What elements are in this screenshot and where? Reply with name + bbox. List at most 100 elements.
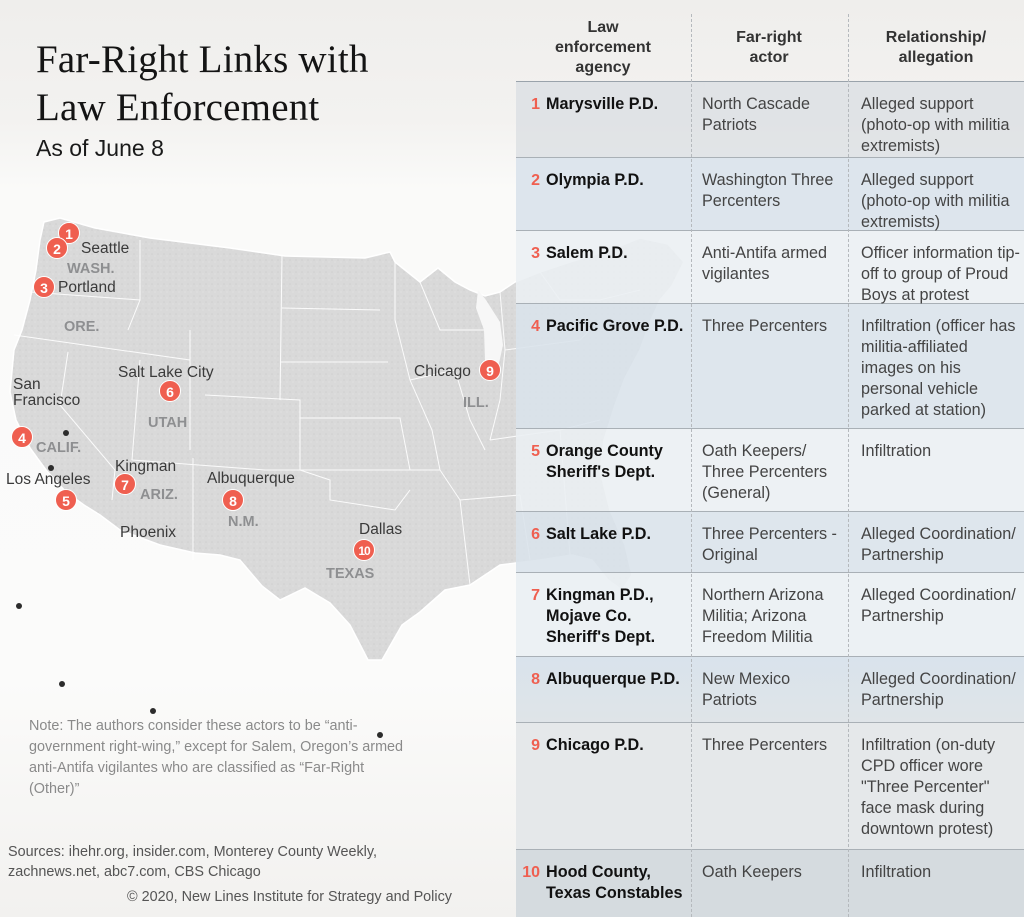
los-angeles-dot: [59, 681, 65, 687]
actor-cell: Northern Arizona Militia; Arizona Freedo…: [702, 586, 824, 646]
data-table: Law enforcement agency Far-right actor R…: [516, 0, 1024, 917]
actor-cell: Three Percenters: [702, 736, 828, 754]
agency-cell: Orange County Sheriff's Dept.: [546, 442, 663, 481]
relationship-cell: Infiltration: [861, 863, 932, 881]
dallas-dot: [377, 732, 383, 738]
column-header-actor: Far-right actor: [736, 28, 802, 66]
relationship-cell: Alleged Coordination/ Partnership: [861, 670, 1016, 709]
note-text: Note: The authors consider these actors …: [29, 718, 404, 797]
city-label-phoenix: Phoenix: [120, 524, 177, 541]
column-header-agency: Law enforcement agency: [554, 18, 652, 76]
table-row: 4 Pacific Grove P.D. Three Percenters In…: [516, 304, 1024, 429]
table-row: 1 Marysville P.D. North Cascade Patriots…: [516, 82, 1024, 158]
relationship-cell: Infiltration: [861, 442, 932, 460]
state-label-nm: N.M.: [228, 514, 259, 530]
agency-cell: Marysville P.D.: [546, 95, 659, 113]
city-label-portland: Portland: [58, 279, 116, 296]
state-label-ariz: ARIZ.: [140, 487, 178, 503]
page-title: Far-Right Links with Law Enforcement: [36, 36, 369, 132]
agency-cell: Salem P.D.: [546, 244, 628, 262]
city-label-san: San: [13, 376, 41, 393]
table-row: 6 Salt Lake P.D. Three Percenters - Orig…: [516, 512, 1024, 573]
map-pin-5: 5: [55, 489, 77, 511]
actor-cell: Oath Keepers/ Three Percenters (General): [702, 442, 828, 502]
map-pin-7: 7: [114, 473, 136, 495]
actor-cell: North Cascade Patriots: [702, 95, 810, 134]
row-number: 1: [531, 96, 540, 113]
portland-dot: [48, 465, 54, 471]
city-label-salt-lake-city: Salt Lake City: [118, 364, 214, 381]
map-pin-3: 3: [33, 276, 55, 298]
agency-cell: Hood County, Texas Constables: [546, 863, 683, 902]
state-label-utah: UTAH: [148, 415, 188, 431]
copyright-text: © 2020, New Lines Institute for Strategy…: [127, 889, 452, 905]
actor-cell: Washington Three Percenters: [702, 171, 834, 210]
city-label-dallas: Dallas: [359, 521, 403, 538]
actor-cell: Three Percenters: [702, 317, 828, 335]
relationship-cell: Alleged support (photo-op with militia e…: [861, 171, 1010, 231]
agency-cell: Olympia P.D.: [546, 171, 644, 189]
city-label-francisco: Francisco: [13, 392, 81, 409]
table-row: 10 Hood County, Texas Constables Oath Ke…: [516, 850, 1024, 917]
row-number: 7: [531, 587, 540, 604]
actor-cell: Oath Keepers: [702, 863, 802, 881]
table-row: 3 Salem P.D. Anti-Antifa armed vigilante…: [516, 231, 1024, 304]
column-divider: [848, 14, 849, 917]
relationship-cell: Alleged support (photo-op with militia e…: [861, 95, 1010, 155]
city-label-los-angeles: Los Angeles: [6, 471, 91, 488]
phoenix-dot: [150, 708, 156, 714]
agency-cell: Pacific Grove P.D.: [546, 317, 684, 335]
city-label-chicago: Chicago: [414, 363, 471, 380]
map-pin-4: 4: [11, 426, 33, 448]
row-number: 5: [531, 443, 540, 460]
actor-cell: Anti-Antifa armed vigilantes: [702, 244, 828, 283]
map-pin-10: 10: [353, 539, 375, 561]
city-label-seattle: Seattle: [81, 240, 130, 257]
map-pin-9: 9: [479, 359, 501, 381]
table-header: Law enforcement agency Far-right actor R…: [516, 14, 1024, 82]
map-pin-6: 6: [159, 380, 181, 402]
agency-cell: Kingman P.D., Mojave Co. Sheriff's Dept.: [546, 586, 656, 646]
agency-cell: Salt Lake P.D.: [546, 525, 651, 543]
agency-cell: Albuquerque P.D.: [546, 670, 680, 688]
map-pin-8: 8: [222, 489, 244, 511]
column-divider: [691, 14, 692, 917]
sources-text: Sources: ihehr.org, insider.com, Montere…: [8, 844, 377, 880]
table-row: 2 Olympia P.D. Washington Three Percente…: [516, 158, 1024, 231]
actor-cell: New Mexico Patriots: [702, 670, 791, 709]
city-label-kingman: Kingman: [115, 458, 177, 475]
row-number: 6: [531, 526, 540, 543]
relationship-cell: Alleged Coordination/ Partnership: [861, 586, 1016, 625]
row-number: 4: [531, 318, 540, 335]
row-number: 8: [531, 671, 540, 688]
relationship-cell: Officer information tip-off to group of …: [861, 244, 1020, 304]
row-number: 2: [531, 172, 540, 189]
state-label-ore: ORE.: [64, 319, 100, 335]
actor-cell: Three Percenters - Original: [702, 525, 837, 564]
san-francisco-dot: [16, 603, 22, 609]
subtitle: As of June 8: [36, 135, 164, 161]
table-row: 5 Orange County Sheriff's Dept. Oath Kee…: [516, 429, 1024, 512]
state-label-wash: WASH.: [67, 261, 115, 277]
relationship-cell: Alleged Coordination/ Partnership: [861, 525, 1016, 564]
row-number: 9: [531, 737, 540, 754]
table-row: 7 Kingman P.D., Mojave Co. Sheriff's Dep…: [516, 573, 1024, 657]
state-label-texas: TEXAS: [326, 566, 375, 582]
column-header-relationship: Relationship/ allegation: [885, 28, 987, 66]
table-row: 8 Albuquerque P.D. New Mexico Patriots A…: [516, 657, 1024, 723]
state-label-calif: CALIF.: [36, 440, 82, 456]
relationship-cell: Infiltration (officer has militia-affili…: [861, 317, 1016, 419]
table-row: 9 Chicago P.D. Three Percenters Infiltra…: [516, 723, 1024, 850]
seattle-dot: [63, 430, 69, 436]
relationship-cell: Infiltration (on-duty CPD officer wore "…: [861, 736, 996, 838]
agency-cell: Chicago P.D.: [546, 736, 644, 754]
us-map: [0, 190, 1024, 738]
city-label-albuquerque: Albuquerque: [207, 470, 295, 487]
title-line-2: Law Enforcement: [36, 86, 320, 129]
state-label-ill: ILL.: [463, 395, 489, 411]
map-pin-2: 2: [46, 237, 68, 259]
row-number: 3: [531, 245, 540, 262]
title-line-1: Far-Right Links with: [36, 38, 369, 81]
row-number: 10: [522, 864, 540, 881]
us-map-shape: [9, 217, 685, 661]
